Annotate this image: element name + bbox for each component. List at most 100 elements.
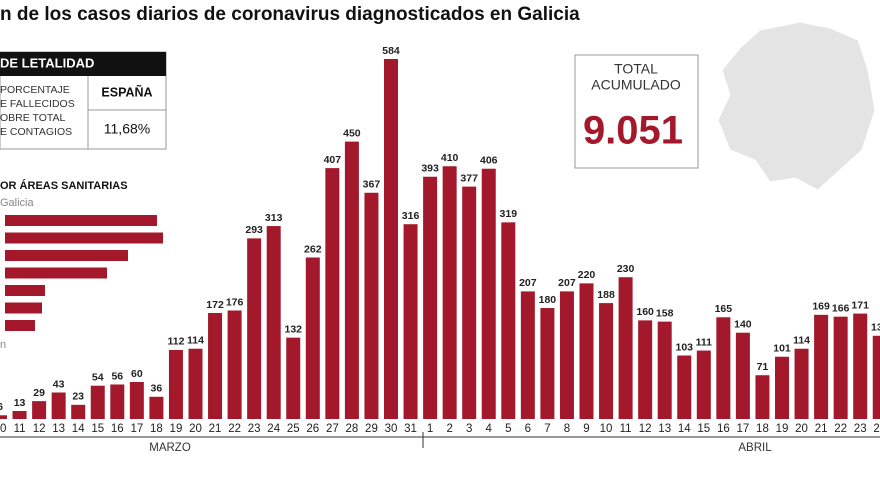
lethality-desc: PORCENTAJE — [0, 84, 70, 96]
x-tick-label: 10 — [600, 423, 613, 435]
value-label: 60 — [131, 368, 143, 380]
bar — [794, 348, 809, 419]
x-tick-label: 12 — [639, 423, 652, 435]
value-label: 316 — [402, 210, 420, 222]
lethality-desc: E FALLECIDOS — [0, 98, 75, 110]
area-bar — [5, 232, 163, 244]
value-label: 71 — [757, 361, 769, 373]
x-tick-label: 24 — [873, 423, 880, 435]
area-bar — [5, 302, 42, 314]
month-label: MARZO — [149, 442, 191, 454]
x-tick-label: 22 — [834, 423, 847, 435]
x-tick-label: 18 — [150, 423, 163, 435]
bar — [188, 348, 203, 419]
x-tick-label: 5 — [505, 423, 511, 435]
x-tick-label: 23 — [248, 423, 261, 435]
bar — [364, 192, 379, 419]
value-label: 169 — [812, 301, 830, 313]
value-label: 112 — [167, 336, 184, 348]
bar — [12, 410, 27, 419]
x-tick-label: 2 — [446, 423, 452, 435]
bar — [32, 401, 47, 419]
bar — [872, 335, 880, 419]
area-bar — [5, 250, 128, 261]
bar — [442, 166, 457, 419]
value-label: 367 — [363, 179, 381, 191]
x-tick-label: 19 — [776, 423, 789, 435]
x-tick-label: 15 — [91, 423, 104, 435]
bar — [90, 385, 105, 419]
value-label: 230 — [617, 263, 635, 275]
lethality-value: 11,68% — [104, 121, 150, 137]
value-label: 176 — [226, 296, 244, 308]
bar — [716, 317, 731, 419]
bar — [657, 321, 672, 419]
value-label: 135 — [871, 322, 880, 334]
x-tick-label: 10 — [0, 423, 6, 435]
bar — [638, 320, 653, 419]
x-tick-label: 6 — [525, 423, 531, 435]
value-label: 36 — [151, 383, 163, 395]
x-tick-label: 4 — [486, 423, 493, 435]
bar — [266, 226, 281, 419]
value-label: 158 — [656, 307, 674, 319]
bar — [110, 384, 125, 419]
x-tick-label: 24 — [267, 423, 280, 435]
chart-title: n de los casos diarios de coronavirus di… — [0, 4, 580, 25]
month-label: ABRIL — [738, 442, 772, 454]
value-label: 171 — [851, 299, 869, 311]
value-label: 180 — [539, 294, 557, 306]
value-label: 207 — [558, 277, 576, 289]
x-tick-label: 11 — [14, 423, 26, 435]
bar — [501, 222, 516, 419]
bar — [540, 308, 555, 419]
x-tick-label: 29 — [365, 423, 378, 435]
bar — [579, 283, 594, 419]
lethality-header: DE LETALIDAD — [0, 55, 94, 70]
bar — [520, 291, 535, 419]
x-tick-label: 15 — [697, 423, 710, 435]
value-label: 165 — [715, 303, 733, 315]
areas-note: n — [0, 339, 6, 351]
x-tick-label: 31 — [404, 423, 417, 435]
value-label: 188 — [597, 289, 615, 301]
total-label: ACUMULADO — [591, 77, 681, 93]
bar — [286, 337, 301, 419]
areas-title: OR ÁREAS SANITARIAS — [0, 179, 128, 192]
x-tick-label: 17 — [130, 423, 143, 435]
value-label: 101 — [773, 343, 791, 355]
bar — [423, 176, 438, 419]
bar — [559, 291, 574, 419]
bar — [247, 238, 262, 419]
x-tick-label: 17 — [737, 423, 750, 435]
total-label: TOTAL — [614, 61, 658, 77]
x-tick-label: 19 — [170, 423, 183, 435]
x-tick-label: 13 — [52, 423, 65, 435]
lethality-header-bg — [0, 52, 166, 76]
bar — [462, 186, 477, 419]
bar — [618, 277, 633, 419]
area-bar — [5, 285, 45, 296]
x-tick-label: 18 — [756, 423, 769, 435]
value-label: 393 — [421, 163, 439, 175]
x-tick-label: 12 — [33, 423, 46, 435]
areas-subtitle: Galicia — [0, 197, 35, 209]
label-bg — [145, 440, 195, 454]
value-label: 160 — [636, 306, 654, 318]
bar — [325, 168, 340, 419]
area-bar — [5, 320, 35, 331]
value-label: 114 — [187, 335, 204, 347]
value-label: 43 — [53, 378, 65, 390]
bar — [775, 356, 789, 419]
bar — [755, 375, 770, 419]
value-label: 406 — [480, 155, 498, 167]
bar — [814, 314, 829, 419]
value-label: 54 — [92, 371, 104, 383]
x-tick-label: 20 — [189, 423, 202, 435]
x-tick-label: 25 — [287, 423, 300, 435]
x-tick-label: 8 — [564, 423, 570, 435]
bar — [481, 168, 496, 419]
value-label: 111 — [696, 336, 713, 348]
bar — [149, 396, 164, 419]
